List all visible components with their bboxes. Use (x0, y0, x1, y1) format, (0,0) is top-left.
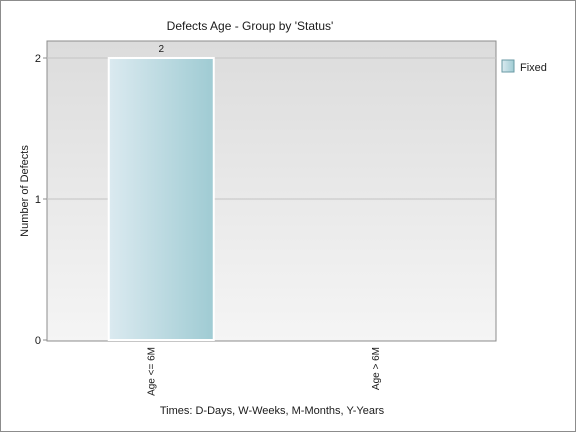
legend-label-fixed: Fixed (520, 62, 547, 74)
data-label: 2 (158, 44, 164, 55)
bar (107, 57, 215, 341)
legend: Fixed (501, 59, 547, 74)
x-tick-labels: Age <= 6M Age > 6M (146, 347, 382, 396)
x-axis-label: Times: D-Days, W-Weeks, M-Months, Y-Year… (160, 405, 385, 417)
y-tick-labels: 0 1 2 (35, 53, 41, 347)
x-tick-label: Age > 6M (371, 347, 382, 390)
x-tick-label: Age <= 6M (146, 347, 157, 396)
legend-swatch-fixed (501, 59, 515, 73)
y-axis-label: Number of Defects (19, 145, 31, 237)
y-tick-label: 2 (35, 53, 41, 65)
y-tick-label: 1 (35, 194, 41, 206)
bars: 2 (107, 44, 215, 341)
y-tick-label: 0 (35, 335, 41, 347)
chart-title: Defects Age - Group by 'Status' (167, 19, 334, 33)
